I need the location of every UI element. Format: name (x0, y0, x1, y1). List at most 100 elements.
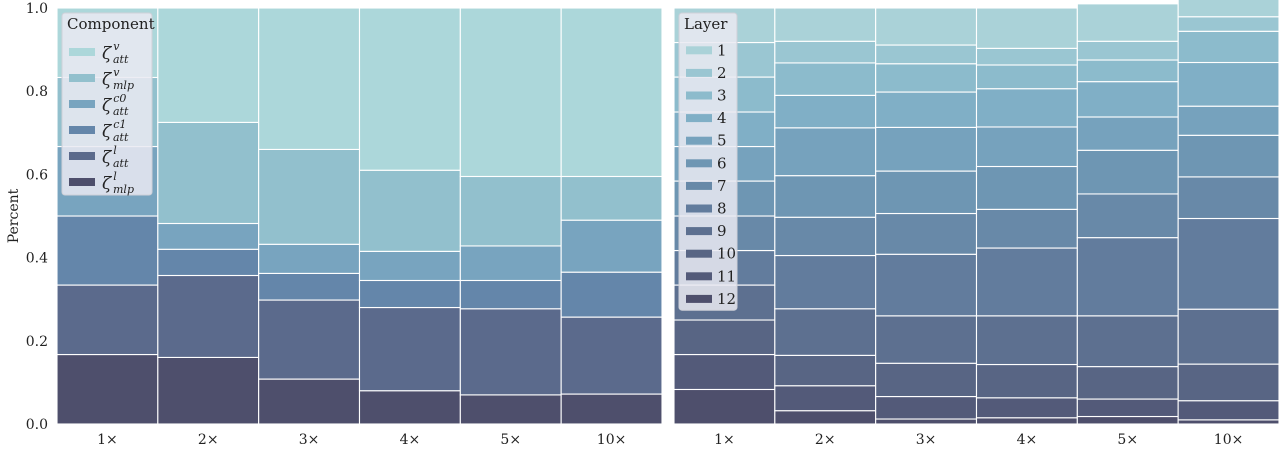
right-bar-segment-5-8 (1076, 116, 1179, 151)
right-bar-segment-2-1 (774, 410, 877, 425)
right-bar-segment-4-3 (975, 363, 1078, 399)
right-bar-segment-3-5 (875, 253, 978, 317)
right-bar-segment-2-5 (774, 254, 877, 310)
right-bar-segment-3-9 (875, 91, 978, 128)
right-bar-segment-3-7 (875, 170, 978, 215)
right-legend-swatch (686, 68, 712, 77)
legend-entry-label: ζ l mlp (102, 170, 134, 196)
left-bar-segment-4-5 (358, 169, 461, 252)
right-legend-swatch (686, 249, 712, 258)
right-bar-segment-4-9 (975, 88, 1078, 128)
right-bar-segment-2-12 (774, 7, 877, 42)
right-x-tick-label: 5× (1117, 432, 1138, 448)
y-tick-label: 0.2 (26, 334, 48, 350)
left-legend-swatch (69, 178, 95, 186)
right-bar-segment-2-9 (774, 94, 877, 129)
right-bar-segment-4-8 (975, 126, 1078, 168)
right-x-tick-label: 2× (815, 432, 836, 448)
left-x-tick-label: 3× (299, 432, 320, 448)
left-bar-segment-2-1 (157, 356, 260, 425)
y-tick-label: 0.4 (26, 251, 48, 267)
left-bar-segment-6-2 (560, 316, 663, 395)
left-bar-segment-6-1 (560, 393, 663, 425)
right-bar-segment-3-6 (875, 212, 978, 255)
left-bar-segment-5-5 (459, 175, 562, 247)
right-bar-segment-5-4 (1076, 315, 1179, 368)
right-bar-segment-5-7 (1076, 149, 1179, 195)
left-bar-segment-3-5 (258, 148, 361, 245)
right-bar-segment-3-2 (875, 395, 978, 420)
right-bar-segment-3-11 (875, 44, 978, 65)
right-bar-segment-1-1 (673, 388, 776, 425)
right-bar-segment-2-3 (774, 354, 877, 387)
left-bar-segment-5-6 (459, 7, 562, 178)
legend-entry-label: 4 (717, 109, 727, 127)
right-legend-swatch (686, 114, 712, 123)
right-bar-segment-4-6 (975, 208, 1078, 249)
left-bar-segment-3-3 (258, 272, 361, 301)
right-bar-segment-5-1 (1076, 415, 1179, 425)
right-legend-swatch (686, 159, 712, 168)
right-bar-segment-3-3 (875, 362, 978, 398)
legend-entry-label: 5 (717, 132, 727, 150)
left-x-tick-label: 10× (597, 432, 627, 448)
right-bar-segment-6-12 (1177, 0, 1280, 18)
legend-entry-label: 11 (717, 267, 736, 285)
left-bar-segment-4-4 (358, 250, 461, 282)
right-bar-segment-2-4 (774, 308, 877, 356)
y-tick-label: 1.0 (26, 1, 48, 17)
right-bar-segment-4-4 (975, 315, 1078, 366)
right-bar-segment-6-1 (1177, 419, 1280, 425)
right-bar-segment-4-7 (975, 165, 1078, 210)
legend-entry-label: 2 (717, 64, 727, 82)
left-legend-swatch (69, 100, 95, 108)
left-bar-segment-6-5 (560, 175, 663, 221)
right-legend-swatch (686, 227, 712, 236)
right-bar-segment-6-9 (1177, 61, 1280, 107)
right-bar-segment-1-2 (673, 353, 776, 391)
left-bar-segment-3-6 (258, 7, 361, 150)
right-legend-swatch (686, 204, 712, 213)
legend-entry-label: 10 (717, 245, 736, 263)
left-legend-swatch (69, 152, 95, 160)
right-bar-segment-5-11 (1076, 40, 1179, 61)
right-legend-swatch (686, 46, 712, 55)
legend-entry-label: 6 (717, 154, 727, 172)
right-bar-segment-2-6 (774, 216, 877, 257)
right-bar-segment-6-10 (1177, 30, 1280, 64)
right-bar-segment-6-3 (1177, 363, 1280, 402)
right-bar-segment-6-7 (1177, 134, 1280, 178)
left-bar-segment-1-3 (56, 215, 159, 286)
right-bar-segment-6-11 (1177, 16, 1280, 32)
legend-entry-label: 3 (717, 87, 727, 105)
right-bar-segment-6-5 (1177, 217, 1280, 310)
right-bar-segment-2-11 (774, 40, 877, 64)
right-legend-swatch (686, 272, 712, 281)
right-bar-segment-6-6 (1177, 176, 1280, 220)
left-bar-segment-5-4 (459, 245, 562, 282)
right-legend-swatch (686, 136, 712, 145)
left-bar-segment-6-3 (560, 271, 663, 318)
left-chart-panel: 1× 2× 3× 4× 5× 10× 0.0 0.2 0.4 0.6 0.8 1.0 Percent Co… (6, 1, 663, 448)
legend-entry-label: 8 (717, 200, 727, 218)
left-bar-segment-6-6 (560, 7, 663, 178)
left-x-tick-label: 2× (198, 432, 219, 448)
right-bar-segment-4-12 (975, 7, 1078, 49)
left-bar-segment-4-1 (358, 390, 461, 425)
y-tick-label: 0.8 (26, 84, 48, 100)
legend-entry-label: 7 (717, 177, 727, 195)
left-x-tick-label: 1× (97, 432, 118, 448)
left-bar-segment-5-1 (459, 394, 562, 425)
left-bar-segment-4-2 (358, 306, 461, 392)
right-bar-segment-2-2 (774, 385, 877, 412)
right-bar-segment-5-6 (1076, 193, 1179, 239)
right-bar-segment-6-8 (1177, 105, 1280, 136)
left-bar-segment-3-4 (258, 243, 361, 274)
left-bar-segment-6-4 (560, 219, 663, 273)
y-tick-label: 0.0 (26, 417, 48, 433)
right-x-tick-label: 1× (714, 432, 735, 448)
left-bar-segment-4-6 (358, 7, 461, 171)
left-legend-swatch (69, 48, 95, 56)
left-legend-frame (61, 12, 153, 196)
left-bar-segment-3-1 (258, 378, 361, 425)
